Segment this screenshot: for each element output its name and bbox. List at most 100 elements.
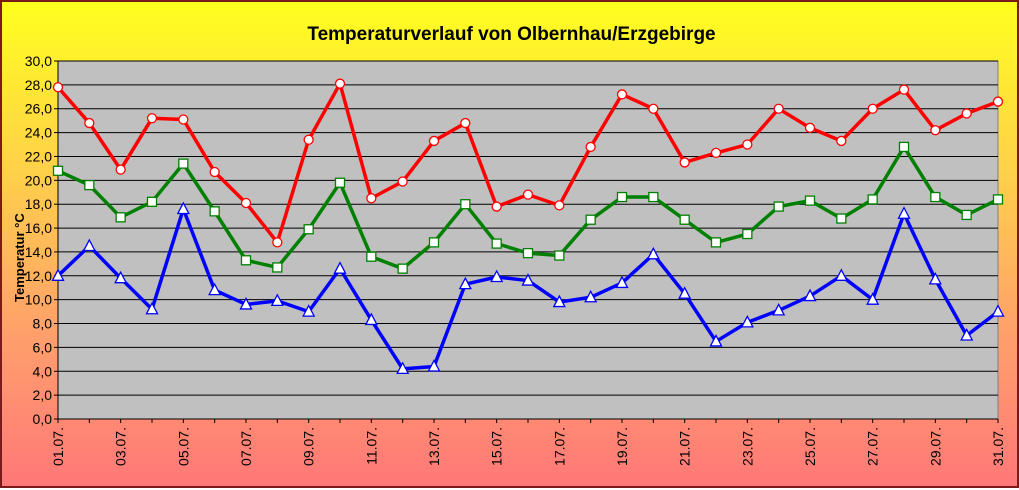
data-point [648, 103, 659, 114]
data-point [397, 176, 408, 187]
data-point [679, 157, 690, 168]
y-tick-label: 14,0 [25, 244, 52, 260]
data-point [930, 125, 941, 136]
y-tick-label: 6,0 [33, 339, 53, 355]
data-point [648, 191, 659, 203]
data-point [458, 276, 472, 290]
data-point [742, 139, 753, 150]
x-tick-label: 21.07. [677, 427, 693, 466]
x-tick-label: 05.07. [175, 427, 191, 466]
data-point [616, 89, 628, 100]
data-point [961, 209, 972, 221]
data-point [772, 303, 786, 316]
data-point [742, 228, 753, 240]
y-tick-label: 16,0 [25, 220, 52, 236]
data-point [836, 213, 847, 224]
data-point [428, 135, 440, 147]
y-tick-label: 2,0 [33, 387, 53, 403]
data-point [834, 268, 848, 281]
data-point [51, 268, 65, 281]
y-tick-label: 18,0 [25, 196, 52, 212]
y-tick-label: 24,0 [25, 125, 52, 141]
data-point [709, 334, 723, 347]
data-point [930, 191, 941, 203]
y-tick-label: 22,0 [25, 148, 52, 164]
x-tick-label: 07.07. [238, 427, 254, 466]
x-tick-label: 23.07. [739, 427, 755, 466]
data-point [82, 238, 96, 252]
y-axis-label: Temperatur °C [12, 213, 27, 302]
data-point [115, 212, 126, 223]
data-point [773, 201, 784, 212]
data-point [836, 135, 847, 147]
data-point [521, 273, 535, 286]
data-point [178, 114, 189, 125]
data-point [803, 288, 817, 302]
data-point [773, 103, 784, 114]
x-tick-label: 09.07. [301, 427, 317, 466]
data-point [992, 96, 1004, 107]
data-point [460, 199, 471, 210]
data-point [460, 117, 471, 129]
data-point [960, 328, 974, 341]
data-point [364, 312, 378, 326]
data-point [145, 301, 159, 315]
data-point [302, 304, 316, 317]
data-point [334, 177, 346, 188]
data-point [366, 193, 377, 204]
x-tick-label: 11.07. [363, 427, 379, 465]
data-point [427, 359, 441, 372]
x-tick-label: 03.07. [113, 427, 129, 466]
data-point [898, 141, 910, 153]
data-point [961, 108, 972, 119]
y-tick-label: 4,0 [33, 363, 53, 379]
plot-area [57, 60, 999, 420]
data-point [491, 201, 502, 212]
data-point [646, 246, 660, 260]
data-point [396, 361, 410, 375]
data-point [679, 214, 690, 225]
y-tick-label: 30,0 [25, 53, 52, 69]
y-tick-label: 0,0 [33, 411, 53, 427]
x-tick-label: 13.07. [426, 427, 442, 466]
data-point [584, 289, 598, 303]
data-point [334, 78, 346, 89]
data-point [240, 255, 252, 266]
data-point [866, 292, 880, 305]
x-tick-label: 31.07. [990, 427, 1006, 466]
data-point [522, 189, 534, 200]
data-point [585, 214, 596, 225]
x-tick-label: 15.07. [489, 427, 505, 466]
data-point [84, 179, 95, 191]
x-tick-label: 17.07. [551, 427, 567, 466]
data-point [146, 113, 158, 124]
data-point [366, 251, 377, 262]
data-point [52, 82, 64, 93]
data-point [146, 196, 158, 207]
data-point [867, 194, 878, 205]
data-point [710, 147, 722, 159]
x-tick-label: 27.07. [865, 427, 881, 466]
data-point [428, 237, 440, 248]
data-point [272, 262, 283, 273]
data-point [240, 197, 252, 209]
data-point [678, 286, 692, 299]
data-point [992, 194, 1004, 205]
data-point [804, 195, 816, 206]
y-tick-label: 10,0 [25, 292, 52, 308]
data-point [897, 206, 911, 219]
data-point [303, 224, 314, 235]
data-point [522, 247, 534, 259]
data-point [178, 158, 189, 169]
data-point [209, 166, 220, 178]
data-point [867, 103, 878, 114]
x-tick-label: 19.07. [614, 427, 630, 466]
y-tick-label: 8,0 [33, 316, 53, 332]
data-point [52, 165, 64, 176]
data-point [491, 238, 502, 249]
x-tick-label: 01.07. [50, 427, 66, 466]
data-point [928, 271, 942, 285]
x-tick-label: 29.07. [927, 427, 943, 466]
